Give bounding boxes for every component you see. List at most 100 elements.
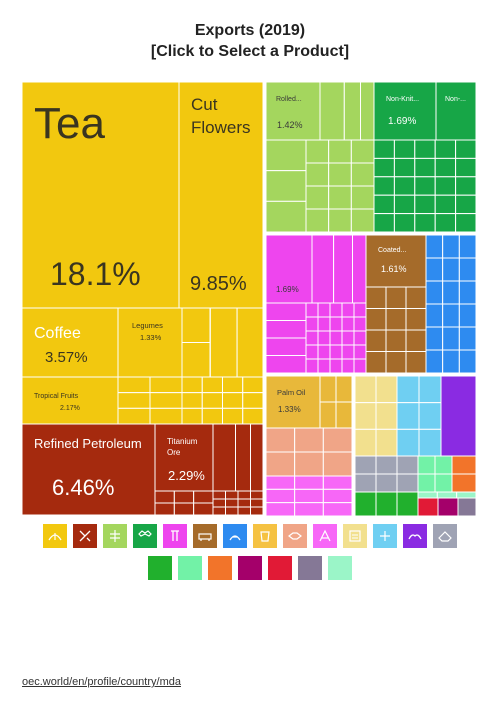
treemap-subtile[interactable] [350,139,375,164]
treemap-subtile[interactable] [434,455,453,475]
treemap-subtile[interactable] [341,330,355,346]
legend-footwear-icon[interactable] [403,524,427,548]
treemap-subtile[interactable] [242,392,264,409]
treemap-subtile[interactable] [353,344,367,360]
treemap-subtile[interactable] [149,376,183,394]
treemap-subtile[interactable] [455,176,477,196]
treemap-subtile[interactable] [418,428,442,457]
treemap-subtile[interactable] [317,302,331,318]
treemap-subtile[interactable] [458,349,477,374]
tile-tropical-fruits[interactable] [21,376,119,425]
treemap-subtile[interactable] [350,208,375,233]
treemap-subtile[interactable] [328,208,352,233]
treemap-subtile[interactable] [360,81,375,141]
treemap-subtile[interactable] [352,234,367,304]
treemap-subtile[interactable] [373,157,395,178]
treemap-subtile[interactable] [414,213,436,233]
treemap-subtile[interactable] [405,308,427,331]
treemap-subtile[interactable] [225,490,239,500]
treemap-subtile[interactable] [425,349,444,374]
treemap-subtile[interactable] [373,139,395,159]
legend-plastic-icon[interactable] [313,524,337,548]
treemap-subtile[interactable] [305,162,330,187]
title-line-2[interactable]: [Click to Select a Product] [150,43,350,60]
legend-swatch[interactable] [148,556,172,580]
legend-swatch[interactable] [328,556,352,580]
treemap-subtile[interactable] [442,303,460,328]
treemap-subtile[interactable] [201,392,223,409]
treemap-subtile[interactable] [305,302,319,318]
treemap-subtile[interactable] [385,286,407,309]
treemap-subtile[interactable] [414,194,436,215]
treemap-subtile[interactable] [222,376,244,394]
treemap-subtile[interactable] [455,213,477,233]
treemap-subtile[interactable] [373,213,395,233]
treemap-subtile[interactable] [354,491,377,517]
treemap-subtile[interactable] [418,402,442,430]
treemap-subtile[interactable] [237,506,251,516]
treemap-subtile[interactable] [212,490,226,500]
tile-refined-petroleum[interactable] [21,423,156,516]
legend-stone-icon[interactable] [433,524,457,548]
treemap-subtile[interactable] [305,344,319,360]
treemap-subtile[interactable] [201,407,223,425]
treemap-subtile[interactable] [434,194,457,215]
legend-swatch[interactable] [268,556,292,580]
legend-swatch[interactable] [208,556,232,580]
treemap-subtile[interactable] [250,506,264,516]
treemap-subtile[interactable] [294,427,324,453]
treemap-subtile[interactable] [365,351,387,374]
treemap-subtile[interactable] [329,302,343,318]
treemap-subtile[interactable] [154,490,175,504]
treemap-subtile[interactable] [442,326,460,351]
treemap-subtile[interactable] [417,473,436,493]
treemap-subtile[interactable] [222,392,244,409]
tile-footwear[interactable] [440,375,477,457]
treemap-subtile[interactable] [393,213,416,233]
treemap-subtile[interactable] [201,376,223,394]
treemap-subtile[interactable] [451,455,477,475]
tile-non-knit[interactable] [373,81,437,141]
treemap-subtile[interactable] [373,176,395,196]
treemap-subtile[interactable] [396,375,420,404]
treemap-subtile[interactable] [458,280,477,305]
legend-instrument-icon[interactable] [373,524,397,548]
treemap-subtile[interactable] [393,139,416,159]
treemap-subtile[interactable] [305,185,330,210]
treemap-subtile[interactable] [329,330,343,346]
treemap-subtile[interactable] [265,427,296,453]
treemap-subtile[interactable] [181,407,203,425]
treemap-subtile[interactable] [405,351,427,374]
treemap-subtile[interactable] [375,455,398,475]
treemap-subtile[interactable] [405,329,427,352]
treemap-subtile[interactable] [396,402,420,430]
treemap-subtile[interactable] [425,234,444,259]
treemap-subtile[interactable] [455,139,477,159]
treemap-subtile[interactable] [322,427,353,453]
treemap-subtile[interactable] [181,376,203,394]
treemap-subtile[interactable] [173,502,195,516]
treemap-subtile[interactable] [396,473,419,493]
legend-machine-icon[interactable] [163,524,187,548]
legend-textile-icon[interactable] [133,524,157,548]
treemap-subtile[interactable] [353,358,367,374]
tile-legumes[interactable] [117,307,183,378]
legend-food-icon[interactable] [253,524,277,548]
tile-palm-oil[interactable] [265,375,321,429]
treemap-subtile[interactable] [265,355,307,374]
treemap-subtile[interactable] [456,491,477,499]
tile-cut-flowers[interactable] [178,81,264,309]
treemap-subtile[interactable] [417,455,436,475]
treemap-subtile[interactable] [319,375,337,403]
treemap-subtile[interactable] [385,308,407,331]
treemap-subtile[interactable] [149,392,183,409]
treemap-subtile[interactable] [265,475,296,490]
treemap-subtile[interactable] [457,497,477,517]
tile-coated[interactable] [365,234,427,288]
tile-coffee[interactable] [21,307,119,378]
treemap-subtile[interactable] [319,81,345,141]
treemap-subtile[interactable] [341,358,355,374]
treemap-subtile[interactable] [393,194,416,215]
legend-swatch[interactable] [238,556,262,580]
treemap-subtile[interactable] [458,303,477,328]
